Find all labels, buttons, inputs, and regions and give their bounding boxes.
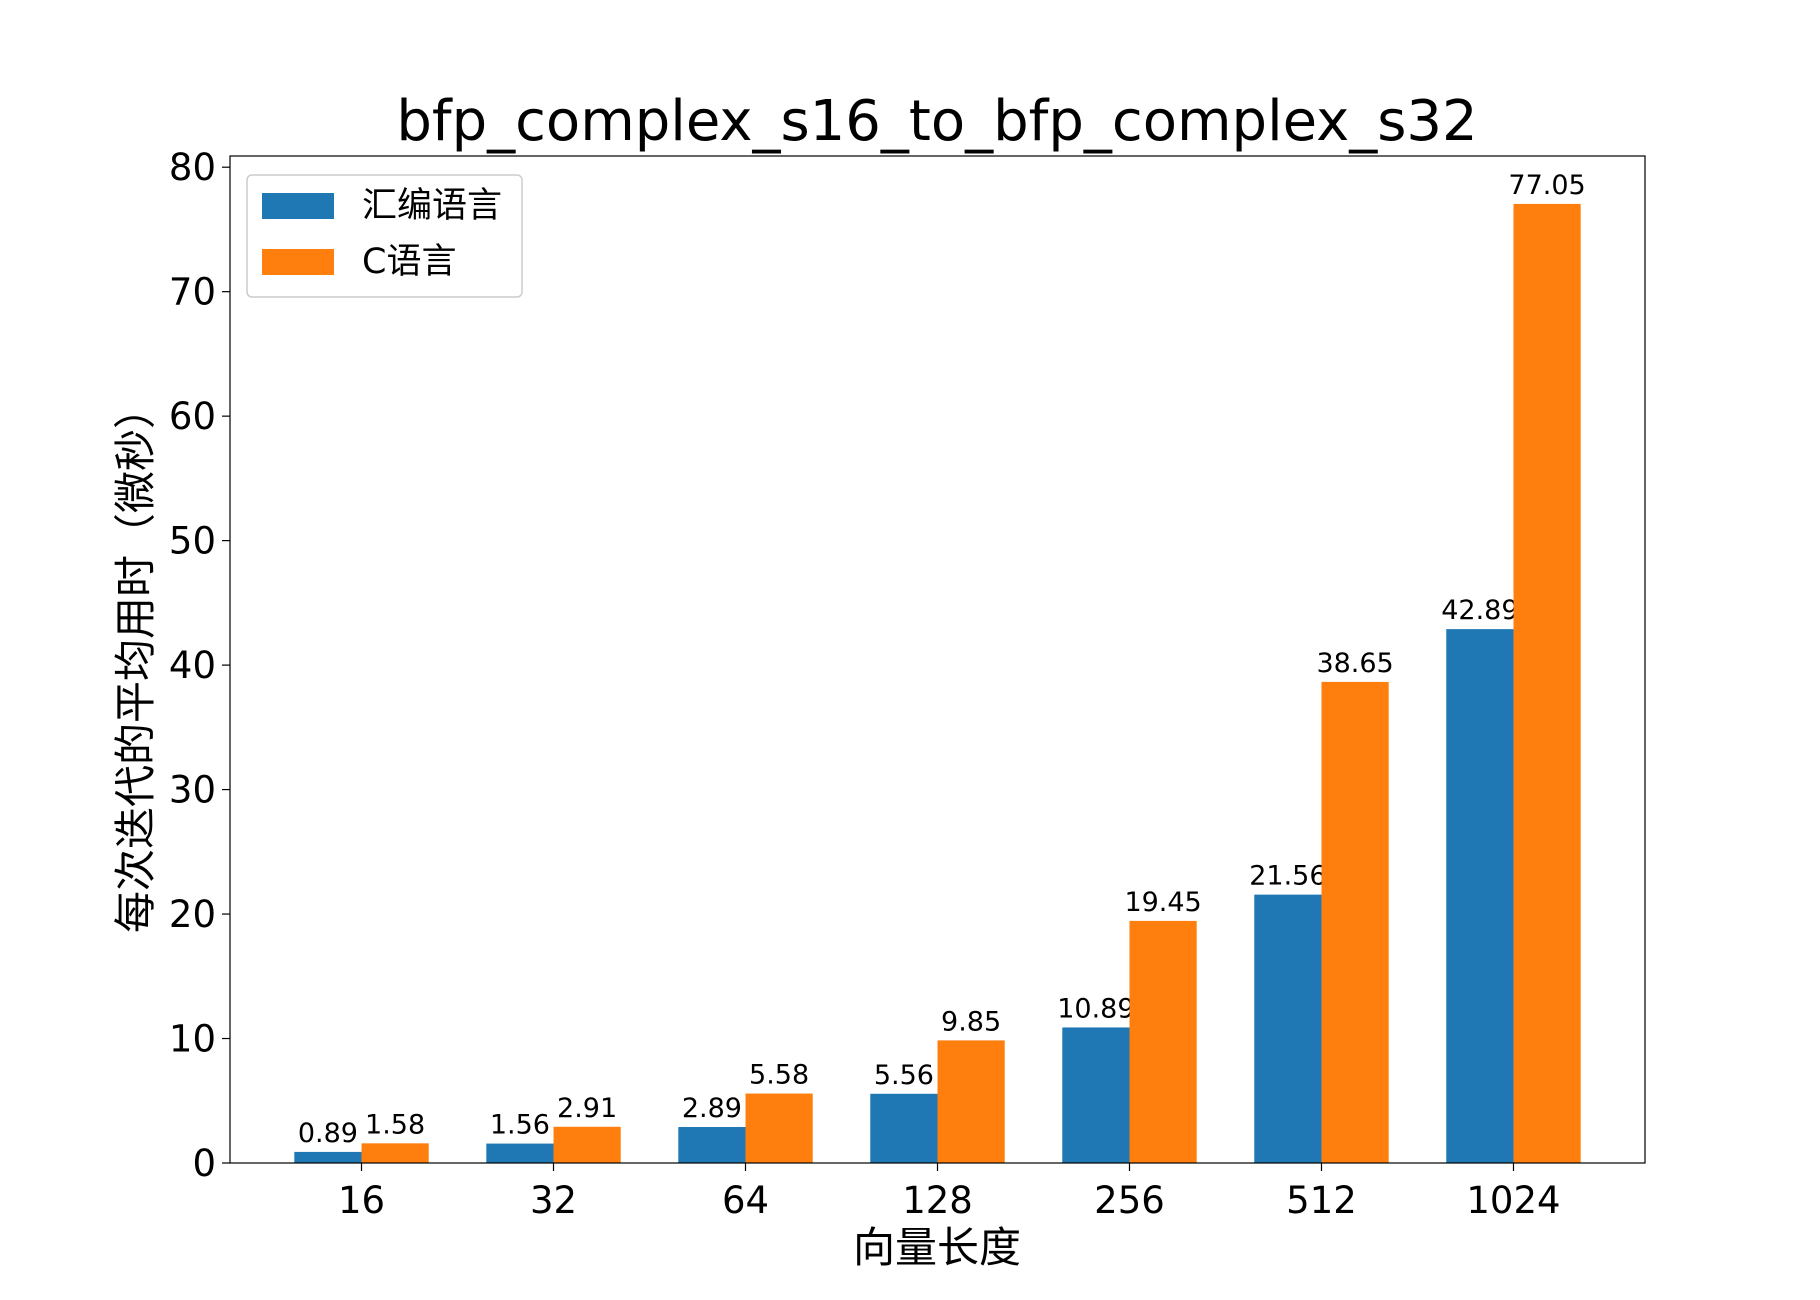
- legend-label: C语言: [362, 242, 456, 282]
- x-tick-label: 128: [902, 1179, 973, 1222]
- data-label: 19.45: [1124, 887, 1201, 918]
- chart-title: bfp_complex_s16_to_bfp_complex_s32: [396, 89, 1477, 154]
- y-axis-label: 每次迭代的平均用时（微秒）: [111, 387, 160, 933]
- data-label: 1.56: [490, 1110, 550, 1141]
- data-label: 1.58: [365, 1109, 425, 1140]
- bar: [1446, 629, 1514, 1163]
- bar: [294, 1151, 362, 1163]
- legend-label: 汇编语言: [362, 186, 502, 226]
- data-label: 5.58: [749, 1060, 809, 1091]
- data-label: 0.89: [298, 1118, 358, 1149]
- x-axis-label: 向量长度: [853, 1223, 1021, 1272]
- bar: [486, 1143, 554, 1163]
- bar: [678, 1127, 746, 1163]
- legend-swatch: [262, 193, 334, 219]
- y-tick-label: 30: [169, 769, 216, 812]
- x-tick-label: 32: [530, 1179, 577, 1222]
- data-label: 42.89: [1441, 595, 1518, 626]
- x-tick-label: 256: [1094, 1179, 1165, 1222]
- bar: [937, 1040, 1005, 1163]
- x-tick-label: 1024: [1466, 1179, 1560, 1222]
- x-tick-label: 64: [722, 1179, 769, 1222]
- y-tick-label: 20: [169, 893, 216, 936]
- y-tick-label: 10: [169, 1018, 216, 1061]
- bar: [1321, 681, 1389, 1163]
- bar: [1062, 1027, 1130, 1163]
- data-label: 2.91: [557, 1093, 617, 1124]
- bar: [1254, 894, 1322, 1163]
- bar: [1129, 920, 1197, 1163]
- data-label: 10.89: [1057, 993, 1134, 1024]
- x-tick-label: 16: [338, 1179, 385, 1222]
- x-tick-label: 512: [1286, 1179, 1357, 1222]
- bar: [361, 1143, 429, 1163]
- data-label: 38.65: [1316, 648, 1393, 679]
- axes-frame: [229, 155, 1646, 1164]
- data-label: 5.56: [874, 1060, 934, 1091]
- bar: [1513, 203, 1581, 1164]
- y-tick-label: 60: [169, 395, 216, 438]
- data-label: 2.89: [682, 1093, 742, 1124]
- y-tick-label: 0: [192, 1142, 216, 1185]
- plot-area: 0.89 1.56 2.89 5.56 10.89 21.56 42.89 1.58 2.91 5…: [169, 146, 1646, 1222]
- bar: [870, 1093, 938, 1163]
- y-tick-label: 40: [169, 644, 216, 687]
- y-tick-label: 70: [169, 271, 216, 314]
- legend: 汇编语言 C语言: [246, 174, 523, 298]
- y-tick-label: 50: [169, 520, 216, 563]
- legend-swatch: [262, 249, 334, 275]
- data-label: 9.85: [941, 1006, 1001, 1037]
- data-label: 77.05: [1508, 170, 1585, 201]
- data-label: 21.56: [1249, 861, 1326, 892]
- bar: [745, 1093, 813, 1163]
- bar: [553, 1126, 621, 1163]
- y-tick-label: 80: [169, 146, 216, 189]
